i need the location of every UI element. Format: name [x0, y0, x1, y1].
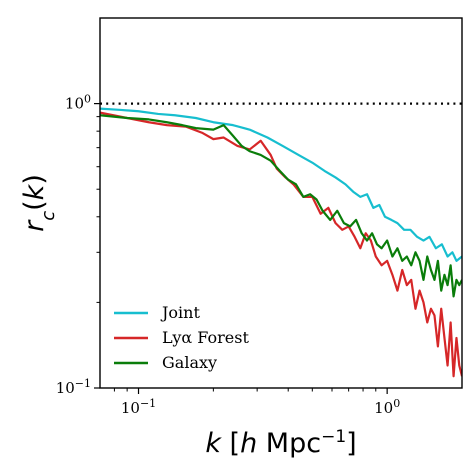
y-tick-label: 100	[65, 92, 91, 113]
series-line-galaxy	[100, 114, 462, 298]
y-axis-label: rc(k)	[19, 174, 59, 232]
x-tick-label: 10−1	[121, 397, 156, 418]
series-line-ly-forest	[100, 111, 462, 378]
plot-frame	[99, 17, 463, 389]
legend-label: Lyα Forest	[162, 328, 249, 347]
x-axis-label: k [h Mpc−1]	[205, 427, 356, 459]
series-line-joint	[100, 107, 462, 262]
legend-label: Galaxy	[162, 353, 217, 372]
legend-label: Joint	[160, 303, 200, 322]
ticks: 10−1 100 10−1 100	[56, 92, 401, 417]
y-tick-label: 10−1	[56, 377, 91, 398]
x-tick-label: 100	[374, 397, 400, 418]
plot-area	[100, 102, 462, 378]
legend: Joint Lyα Forest Galaxy	[114, 303, 249, 372]
